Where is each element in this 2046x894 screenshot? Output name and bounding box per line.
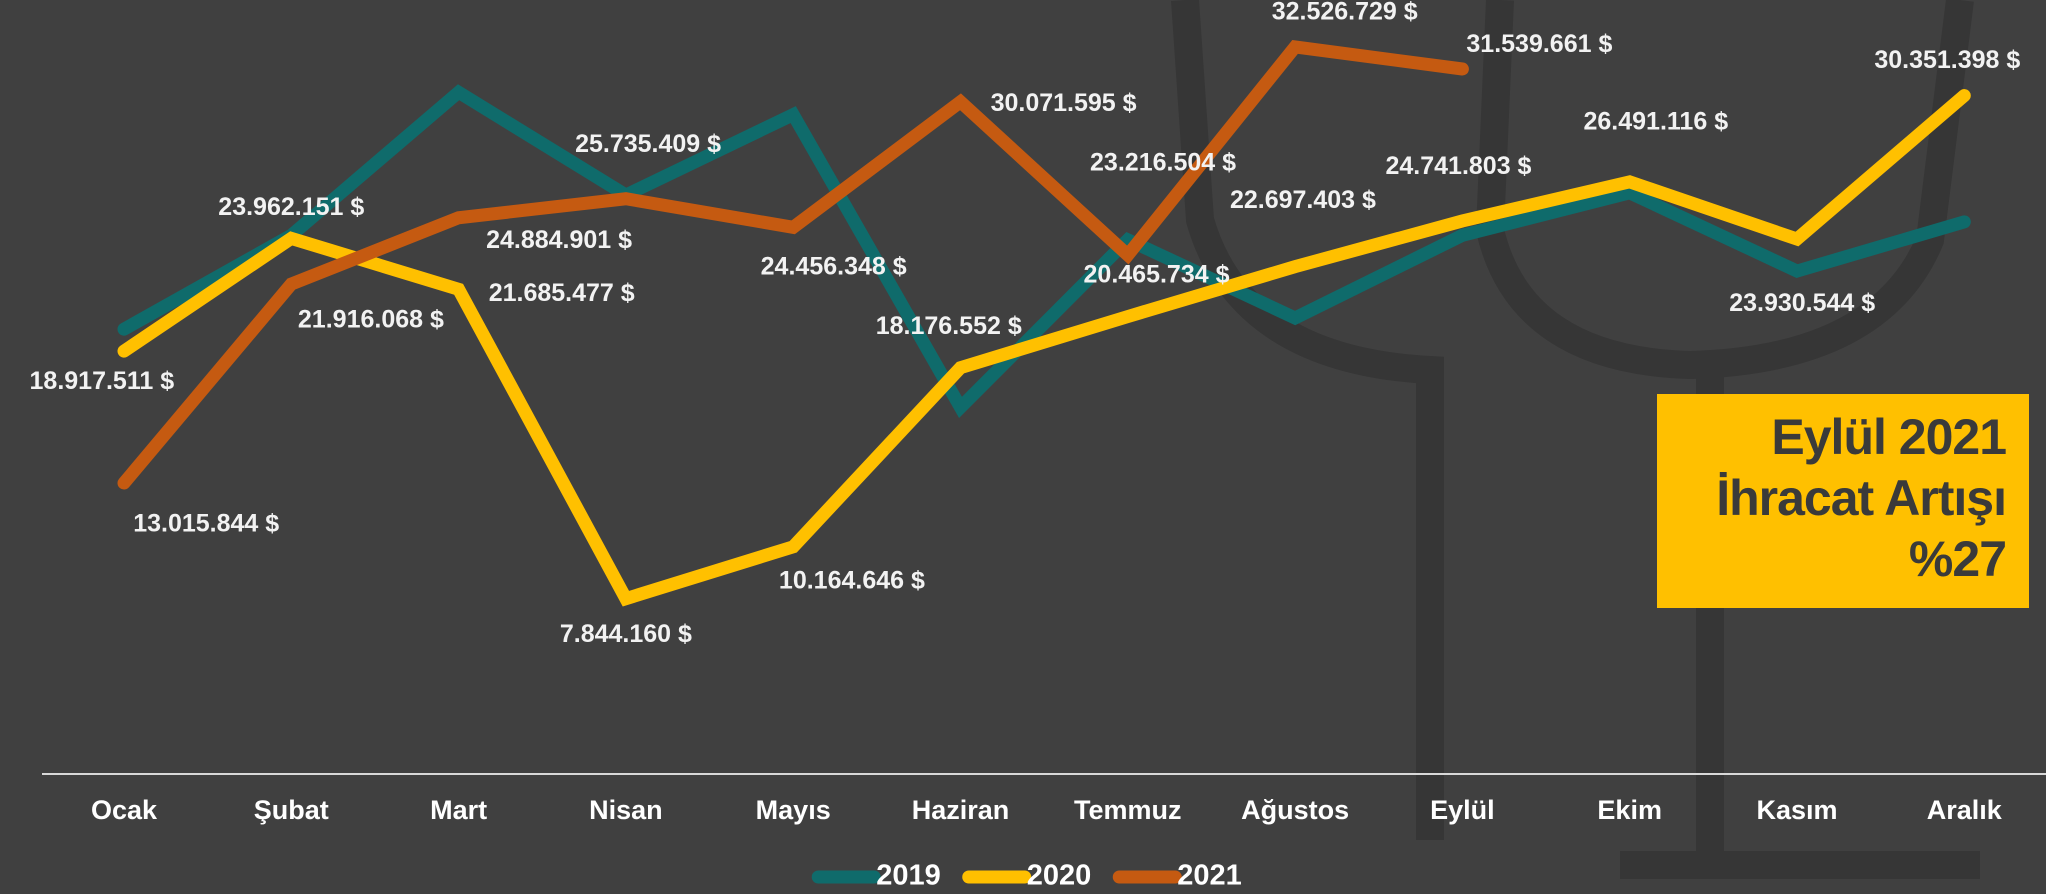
value-label: 25.735.409 $: [575, 130, 721, 158]
value-label: 22.697.403 $: [1230, 186, 1376, 214]
x-tick-label: Aralık: [1927, 795, 2003, 825]
value-label: 23.216.504 $: [1090, 148, 1236, 176]
value-label: 24.456.348 $: [761, 252, 907, 280]
value-label: 24.741.803 $: [1385, 152, 1531, 180]
annotation-text: Eylül 2021: [1771, 409, 2006, 465]
x-tick-label: Ocak: [91, 795, 158, 825]
value-label: 24.884.901 $: [486, 226, 632, 254]
value-label: 30.071.595 $: [991, 89, 1137, 117]
legend: 2019 2020 2021: [818, 860, 1242, 892]
value-label: 31.539.661 $: [1466, 30, 1612, 58]
x-tick-label: Ağustos: [1241, 795, 1349, 825]
value-label: 13.015.844 $: [133, 509, 279, 537]
x-tick-label: Şubat: [254, 795, 329, 825]
x-tick-label: Eylül: [1430, 795, 1495, 825]
x-tick-label: Haziran: [912, 795, 1010, 825]
value-label: 10.164.646 $: [779, 567, 925, 595]
value-label: 32.526.729 $: [1272, 0, 1418, 26]
legend-label: 2021: [1177, 860, 1242, 892]
annotation-text: %27: [1909, 531, 2006, 587]
value-label: 20.465.734 $: [1084, 261, 1230, 289]
x-tick-label: Ekim: [1597, 795, 1662, 825]
legend-label: 2020: [1027, 860, 1092, 892]
annotation-text: İhracat Artışı: [1716, 470, 2006, 526]
x-tick-label: Mart: [430, 795, 487, 825]
x-tick-label: Nisan: [589, 795, 663, 825]
value-label: 21.916.068 $: [298, 305, 444, 333]
value-label: 26.491.116 $: [1584, 108, 1729, 136]
value-label: 30.351.398 $: [1874, 46, 2020, 74]
value-label: 23.962.151 $: [218, 193, 364, 221]
x-tick-label: Mayıs: [756, 795, 831, 825]
x-tick-label: Kasım: [1756, 795, 1837, 825]
x-tick-label: Temmuz: [1074, 795, 1182, 825]
value-label: 18.176.552 $: [876, 312, 1022, 340]
chart: Ocak Şubat Mart Nisan Mayıs Haziran Temmuz Ağus…: [0, 0, 2046, 894]
value-label: 18.917.511 $: [30, 367, 175, 395]
legend-label: 2019: [876, 860, 941, 892]
value-label: 23.930.544 $: [1729, 289, 1875, 317]
value-label: 21.685.477 $: [489, 279, 635, 307]
value-label: 7.844.160 $: [560, 620, 692, 648]
